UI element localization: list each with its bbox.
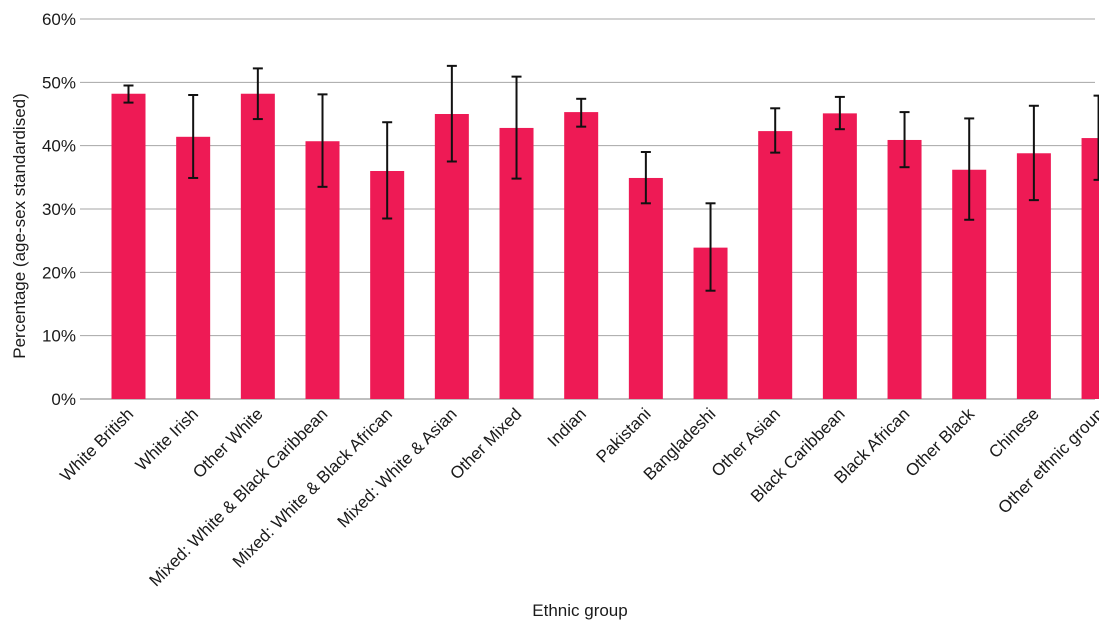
x-tick-label: Other Black xyxy=(902,404,979,481)
x-tick-label: Chinese xyxy=(985,404,1043,462)
error-bar xyxy=(446,64,457,163)
y-tick-label: 40% xyxy=(42,137,76,156)
error-bar xyxy=(382,121,393,220)
x-tick-label: Indian xyxy=(544,404,590,450)
y-tick-label: 50% xyxy=(42,73,76,92)
bar xyxy=(111,93,146,399)
x-tick-label: White Irish xyxy=(132,404,202,474)
bars xyxy=(111,93,1099,400)
error-bar xyxy=(640,151,651,205)
error-bar xyxy=(1028,104,1039,202)
error-bar xyxy=(705,202,716,292)
bar xyxy=(564,112,599,399)
bar xyxy=(822,113,857,399)
error-bar xyxy=(899,111,910,169)
y-tick-label: 20% xyxy=(42,263,76,282)
bar xyxy=(176,136,211,400)
bar xyxy=(758,131,793,399)
error-bar xyxy=(576,97,587,128)
error-bar xyxy=(964,117,975,221)
y-tick-label: 60% xyxy=(42,10,76,29)
bar xyxy=(1081,138,1099,400)
error-bar xyxy=(770,107,781,154)
x-tick-label: Other ethnic group xyxy=(994,404,1099,517)
error-bar xyxy=(511,75,522,180)
error-bar xyxy=(834,95,845,131)
bar xyxy=(240,93,275,399)
error-bar xyxy=(188,94,199,179)
y-axis-ticks: 0% 10% 20% 30% 40% 50% 60% xyxy=(42,10,76,409)
x-tick-label: White British xyxy=(56,404,137,485)
error-bar xyxy=(123,84,134,104)
y-tick-label: 30% xyxy=(42,200,76,219)
error-bar xyxy=(252,67,263,121)
x-tick-label: Mixed: White & Asian xyxy=(334,404,461,531)
y-tick-label: 10% xyxy=(42,327,76,346)
error-bar xyxy=(317,93,328,188)
y-tick-label: 0% xyxy=(51,390,76,409)
bar xyxy=(887,139,922,399)
x-axis-title: Ethnic group xyxy=(532,601,627,620)
bar xyxy=(628,177,663,399)
x-tick-label: Pakistani xyxy=(592,404,654,466)
y-axis-title: Percentage (age-sex standardised) xyxy=(10,93,29,359)
